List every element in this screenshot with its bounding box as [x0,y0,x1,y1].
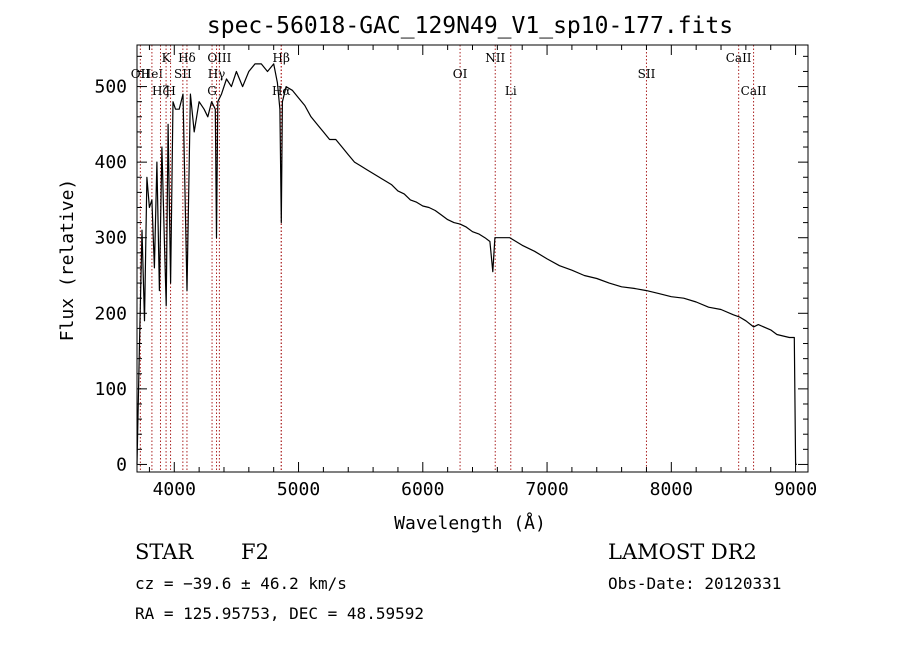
line-marker-label: Hζ [152,84,169,98]
plot-frame [136,44,809,473]
x-axis-label: Wavelength (Å) [394,512,546,534]
spectrum-line [136,63,797,465]
y-tick-label: 200 [94,303,127,324]
object-type-label: STAR [135,540,194,564]
survey-label: LAMOST DR2 [608,540,757,564]
observation-date-label: Obs-Date: 20120331 [608,574,782,593]
line-marker-label: HeI [141,67,164,81]
x-tick-label: 5000 [277,479,320,500]
x-tick-label: 8000 [650,479,693,500]
spectral-subclass-label: F2 [241,540,269,564]
y-tick-label: 100 [94,379,127,400]
line-marker-label: SII [638,67,656,81]
line-marker-label: K [162,51,172,65]
line-marker-label: G [207,84,217,98]
chart-title: spec-56018-GAC_129N49_V1_sp10-177.fits [207,13,733,39]
y-tick-label: 0 [116,454,127,475]
line-marker-label: Hα [272,84,291,98]
spectrum-chart: spec-56018-GAC_129N49_V1_sp10-177.fits Hβ… [57,13,817,534]
y-tick-label: 300 [94,228,127,249]
line-marker-label: H [165,84,175,98]
line-marker-label: SII [174,67,192,81]
x-tick-label: 6000 [401,479,444,500]
redshift-velocity-label: cz = −39.6 ± 46.2 km/s [135,574,347,593]
line-marker-label: CaII [741,84,767,98]
line-marker-label: OIII [207,51,231,65]
y-tick-label: 400 [94,152,127,173]
line-marker-label: OII [131,67,151,81]
line-marker-label: Hδ [178,51,196,65]
line-marker-label: Hβ [273,51,290,65]
line-marker-label: Hγ [208,67,226,81]
y-axis-label: Flux (relative) [57,179,78,342]
x-tick-label: 7000 [525,479,568,500]
x-tick-label: 4000 [153,479,196,500]
line-marker-label: CaII [726,51,752,65]
line-marker-label: OI [453,67,468,81]
x-tick-label: 9000 [774,479,817,500]
line-marker-label: Li [505,84,517,98]
coordinates-label: RA = 125.95753, DEC = 48.59592 [135,604,424,623]
y-tick-label: 500 [94,77,127,98]
line-marker-label: NII [485,51,505,65]
